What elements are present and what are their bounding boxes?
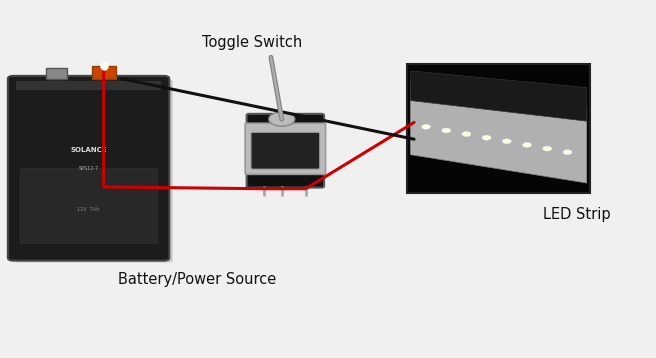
- Circle shape: [543, 146, 552, 151]
- Circle shape: [423, 125, 429, 128]
- Circle shape: [522, 142, 531, 147]
- Circle shape: [544, 147, 550, 150]
- Polygon shape: [411, 84, 586, 183]
- Circle shape: [462, 132, 471, 137]
- FancyBboxPatch shape: [251, 132, 320, 169]
- Circle shape: [484, 136, 489, 139]
- Circle shape: [464, 132, 469, 136]
- Polygon shape: [411, 71, 586, 121]
- Circle shape: [565, 151, 570, 154]
- Circle shape: [269, 112, 295, 126]
- Text: Toggle Switch: Toggle Switch: [203, 35, 302, 50]
- Circle shape: [421, 124, 430, 129]
- Bar: [16, 81, 161, 90]
- Text: SOLANCE: SOLANCE: [70, 147, 107, 153]
- Bar: [20, 168, 157, 243]
- FancyBboxPatch shape: [15, 80, 173, 262]
- Text: LED Strip: LED Strip: [543, 207, 611, 222]
- Text: SPS12-7: SPS12-7: [79, 166, 98, 171]
- FancyBboxPatch shape: [8, 76, 169, 261]
- Circle shape: [504, 140, 510, 143]
- Bar: [47, 68, 68, 79]
- Circle shape: [441, 128, 451, 133]
- Circle shape: [502, 139, 512, 144]
- FancyBboxPatch shape: [247, 114, 324, 188]
- Circle shape: [524, 144, 530, 146]
- FancyBboxPatch shape: [245, 123, 325, 174]
- Bar: [407, 64, 590, 193]
- Circle shape: [482, 135, 491, 140]
- Bar: [92, 66, 115, 79]
- Text: Battery/Power Source: Battery/Power Source: [117, 272, 276, 287]
- Circle shape: [563, 150, 572, 155]
- Circle shape: [443, 129, 449, 132]
- Text: 12V  7Ah: 12V 7Ah: [77, 207, 100, 212]
